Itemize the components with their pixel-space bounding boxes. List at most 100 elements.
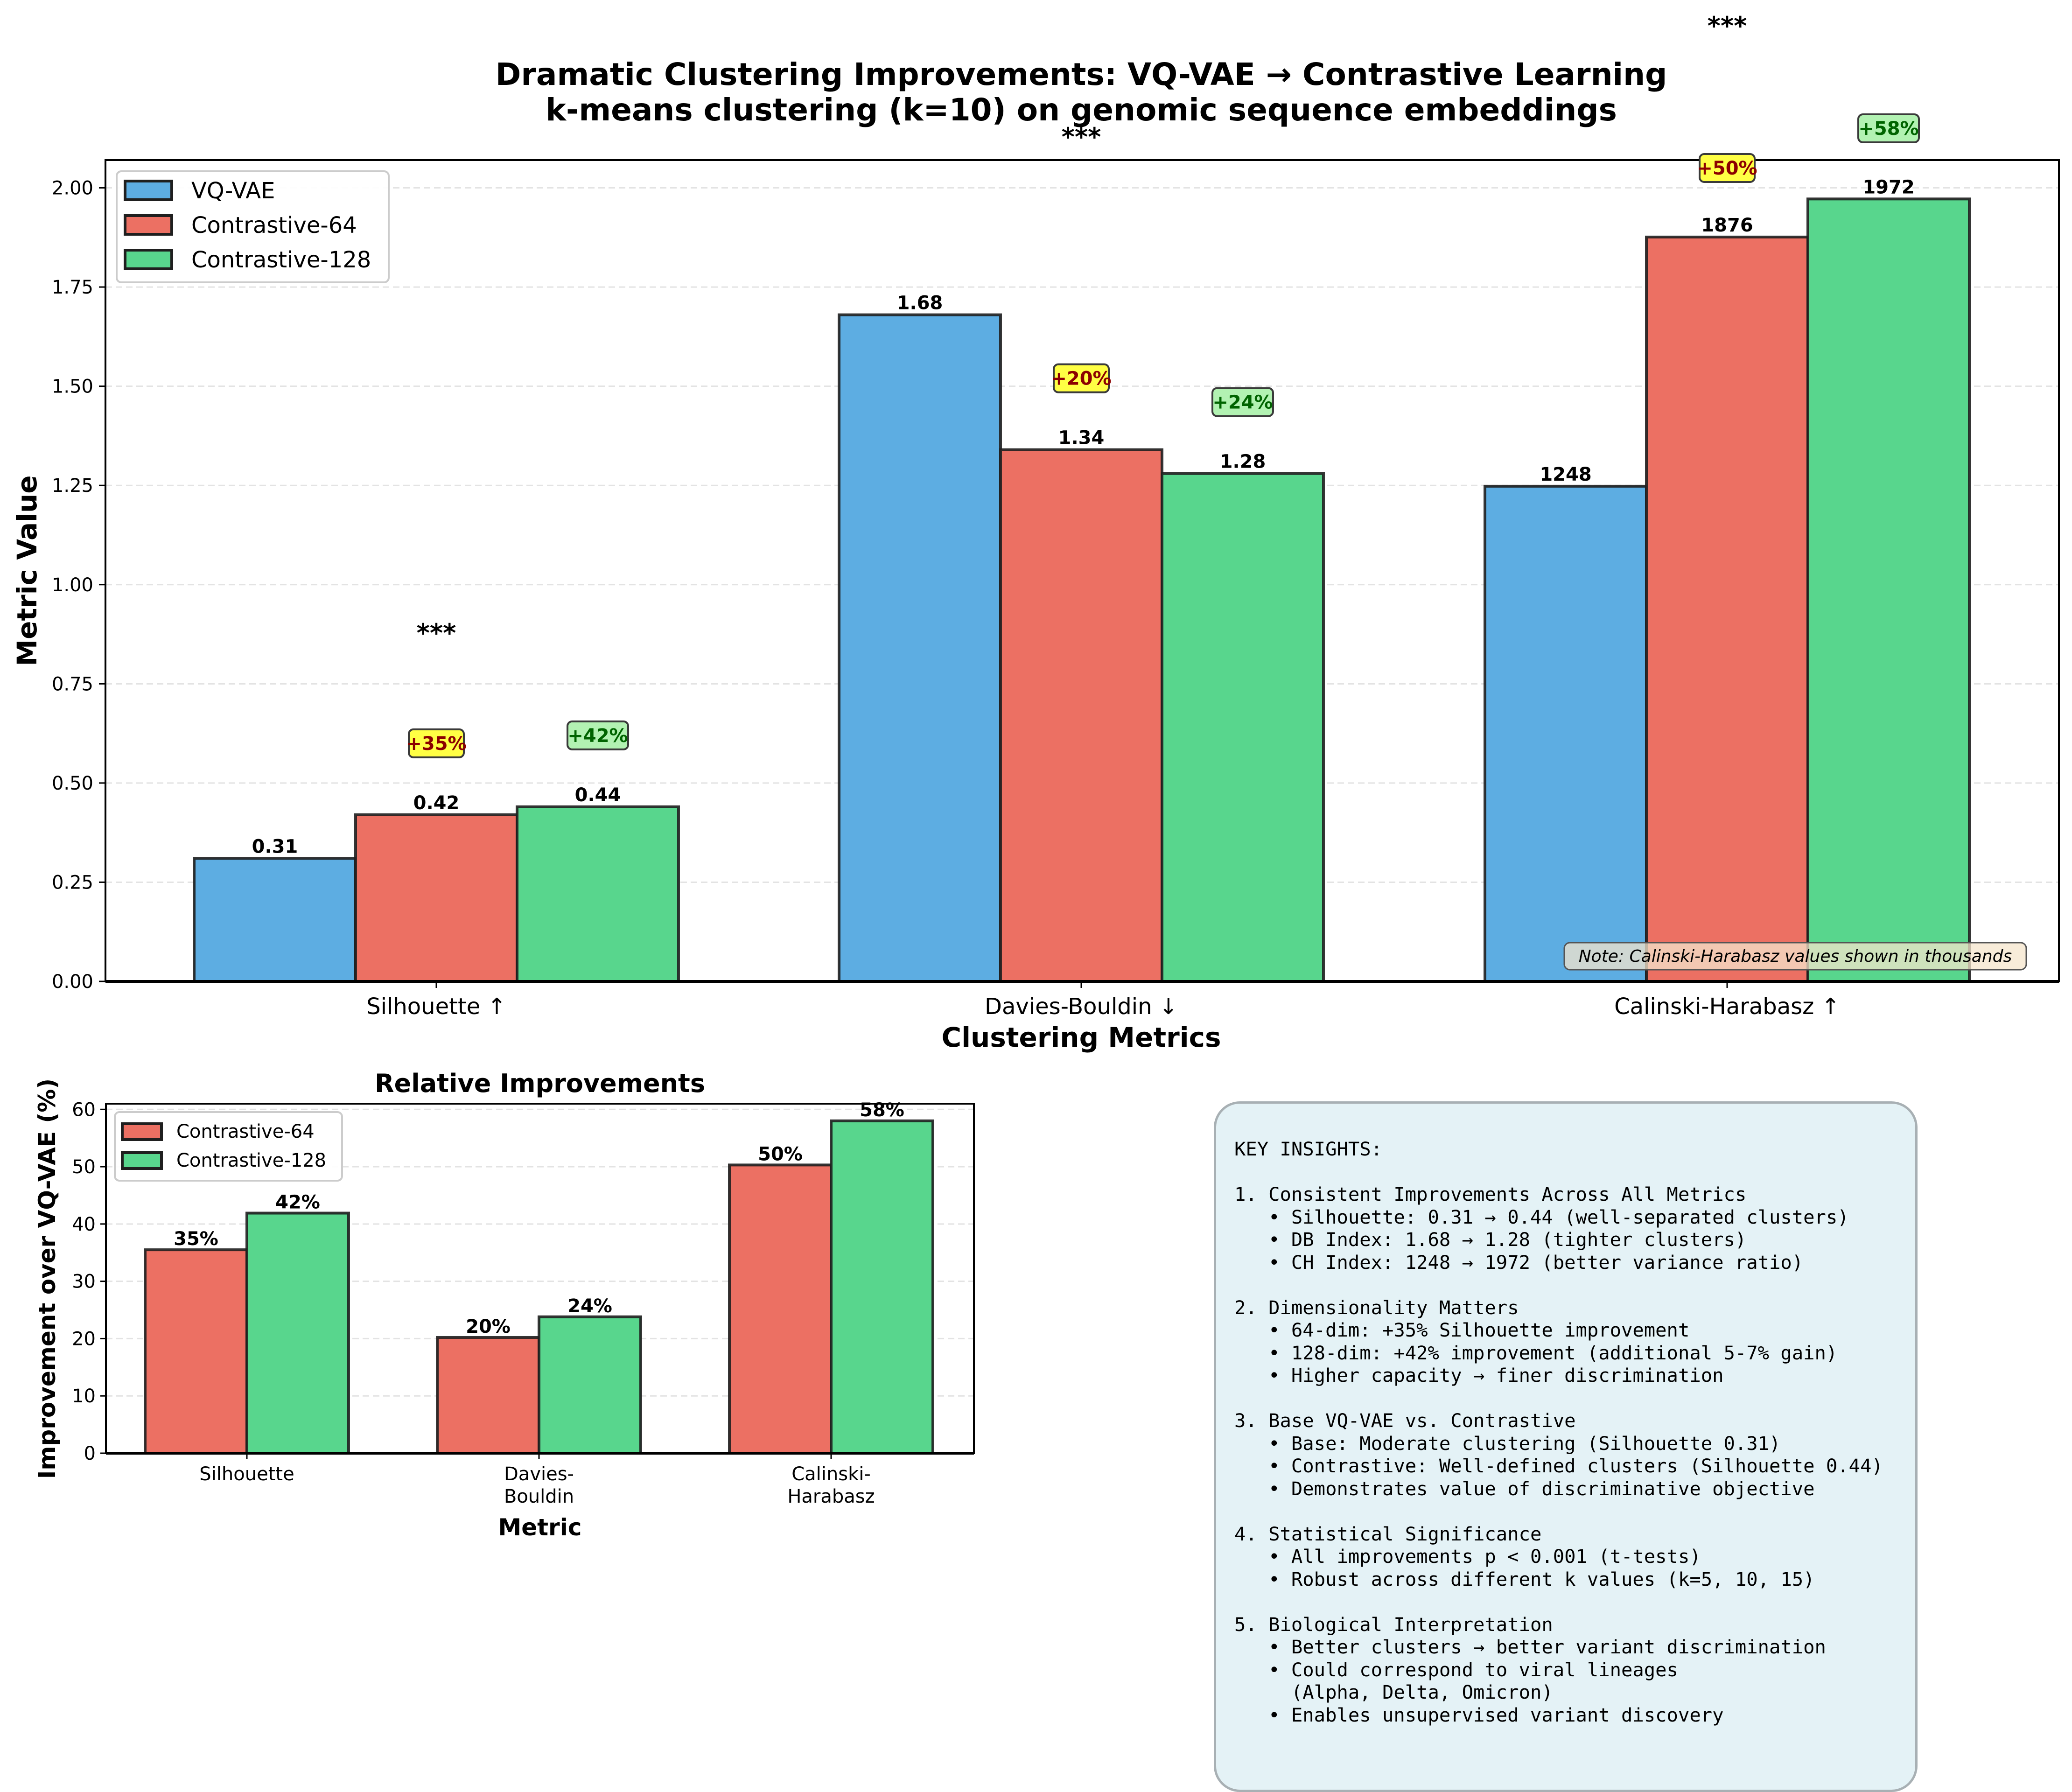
relative-y-tick-label: 20: [72, 1328, 96, 1350]
relative-y-tick-label: 0: [84, 1443, 96, 1464]
bar-value-label: 0.42: [413, 792, 460, 814]
key-insights-panel: [1214, 1101, 1918, 1792]
main-y-tick-label: 0.00: [52, 971, 93, 993]
relative-y-axis-label: Improvement over VQ-VAE (%): [34, 1078, 61, 1479]
relative-bar-0-0: [144, 1248, 248, 1455]
badge-box: [408, 728, 465, 758]
legend-label: VQ-VAE: [191, 178, 275, 204]
relative-legend-swatch-1: [121, 1151, 163, 1170]
badge-box: [567, 720, 629, 750]
relative-x-tick-label: Calinski-: [791, 1463, 871, 1485]
relative-bar-1-2: [830, 1119, 934, 1455]
relative-legend-frame: [114, 1111, 343, 1182]
ch-note-box: [1563, 942, 2027, 971]
main-y-tick-label: 1.75: [52, 277, 93, 298]
badge-label: +50%: [1697, 158, 1757, 179]
relative-legend-label: Contrastive-128: [176, 1150, 326, 1171]
improvement-badge-contrastive64: +20%: [1051, 363, 1112, 393]
main-y-tick-label: 1.50: [52, 376, 93, 398]
badge-label: +20%: [1051, 368, 1111, 390]
relative-bar-value-label: 50%: [758, 1143, 803, 1165]
bar-contrastive-64-1: [999, 448, 1163, 983]
badge-label: +35%: [406, 733, 466, 755]
significance-marker: ***: [1062, 122, 1101, 152]
significance-marker: ***: [1708, 11, 1747, 41]
relative-bar-0-1: [436, 1336, 540, 1455]
main-legend-frame: [116, 170, 390, 283]
badge-box: [1699, 153, 1756, 183]
relative-bar-value-label: 24%: [567, 1295, 612, 1317]
main-y-axis-label: Metric Value: [11, 475, 43, 666]
relative-legend-swatch-0: [121, 1122, 163, 1141]
legend-label: Contrastive-128: [191, 247, 371, 273]
relative-legend-label: Contrastive-64: [176, 1121, 315, 1142]
relative-bar-value-label: 35%: [174, 1228, 218, 1250]
legend-label: Contrastive-64: [191, 212, 357, 238]
bar-vq-vae-0: [193, 857, 357, 983]
bar-value-label: 1.28: [1220, 451, 1266, 473]
bar-value-label: 0.44: [575, 784, 621, 806]
relative-y-tick-label: 60: [72, 1099, 96, 1120]
relative-bar-value-label: 42%: [275, 1192, 320, 1213]
bar-value-label: 1.68: [897, 293, 943, 314]
relative-x-tick-label: Harabasz: [787, 1486, 875, 1507]
main-x-axis-label: Clustering Metrics: [942, 1022, 1221, 1053]
bar-value-label: 1876: [1701, 215, 1753, 236]
relative-y-tick-label: 50: [72, 1156, 96, 1178]
improvement-badge-contrastive64: +50%: [1697, 153, 1757, 183]
main-y-tick-label: 0.75: [52, 673, 93, 695]
bar-value-label: 1248: [1540, 464, 1591, 485]
main-x-tick-label: Silhouette ↑: [366, 994, 506, 1020]
bar-value-label: 0.31: [252, 836, 298, 857]
improvement-badge-contrastive128: +58%: [1857, 113, 1920, 143]
ch-note-text: Note: Calinski-Harabasz values shown in …: [1579, 947, 2012, 966]
main-x-tick-label: Calinski-Harabasz ↑: [1614, 994, 1840, 1020]
bar-contrastive-128-0: [516, 805, 680, 983]
main-chart-value-labels: 0.31 1.68 1248 0.42 1.34 1876 0.44 1.28 1972: [252, 176, 1915, 857]
improvement-badge-contrastive64: +35%: [406, 728, 467, 758]
relative-chart-axes: 0 10 20 30 40 50 60 Silhouette Davies-Bouldin Cal…: [72, 1099, 975, 1507]
significance-marker: ***: [417, 618, 456, 648]
bar-vq-vae-1: [838, 313, 1002, 983]
main-y-tick-label: 1.00: [52, 574, 93, 596]
relative-bar-0-2: [728, 1163, 833, 1455]
main-y-tick-label: 0.50: [52, 773, 93, 794]
main-y-tick-label: 2.00: [52, 178, 93, 199]
badge-box: [1053, 363, 1110, 393]
bar-contrastive-64-2: [1645, 235, 1809, 983]
main-chart-significance-markers: *** *** ***: [417, 11, 1747, 648]
relative-bar-value-label: 20%: [466, 1316, 511, 1337]
bar-value-label: 1972: [1862, 176, 1914, 198]
legend-swatch-0: [124, 180, 173, 201]
relative-chart-bars: [144, 1119, 934, 1455]
relative-bar-1-1: [538, 1315, 642, 1455]
relative-y-tick-label: 40: [72, 1214, 96, 1235]
relative-y-tick-label: 30: [72, 1271, 96, 1293]
main-legend: VQ-VAE Contrastive-64 Contrastive-128: [116, 170, 390, 283]
relative-bar-1-0: [245, 1211, 350, 1455]
key-insights-text: KEY INSIGHTS: 1. Consistent Improvements…: [1234, 1138, 1883, 1726]
badge-label: +24%: [1212, 392, 1273, 413]
bar-value-label: 1.34: [1058, 427, 1105, 449]
relative-x-axis-label: Metric: [498, 1514, 581, 1541]
badge-label: +42%: [567, 725, 628, 747]
bar-contrastive-64-0: [354, 813, 518, 983]
relative-legend: Contrastive-64 Contrastive-128: [114, 1111, 343, 1182]
bar-vq-vae-2: [1484, 484, 1648, 983]
improvement-badge-contrastive128: +24%: [1211, 387, 1274, 417]
main-chart-improvement-badges: +35% +20% +50% +42% +24% +58%: [406, 113, 1920, 758]
relative-x-tick-label: Davies-: [504, 1463, 574, 1485]
badge-label: +58%: [1858, 118, 1918, 140]
main-y-tick-label: 1.25: [52, 475, 93, 497]
main-y-tick-label: 0.25: [52, 872, 93, 893]
bar-contrastive-128-1: [1161, 472, 1325, 983]
improvement-badge-contrastive128: +42%: [567, 720, 629, 750]
main-chart-bars: [193, 197, 1971, 983]
relative-chart-value-labels: 35% 20% 50% 42% 24% 58%: [174, 1099, 904, 1337]
badge-box: [1857, 113, 1920, 143]
relative-bar-value-label: 58%: [860, 1099, 904, 1121]
main-chart-axes: 0.00 0.25 0.50 0.75 1.00 1.25 1.50 1.75 2.00 Silh…: [52, 159, 2060, 1020]
relative-x-tick-label: Bouldin: [504, 1486, 574, 1507]
bar-contrastive-128-2: [1806, 197, 1971, 983]
